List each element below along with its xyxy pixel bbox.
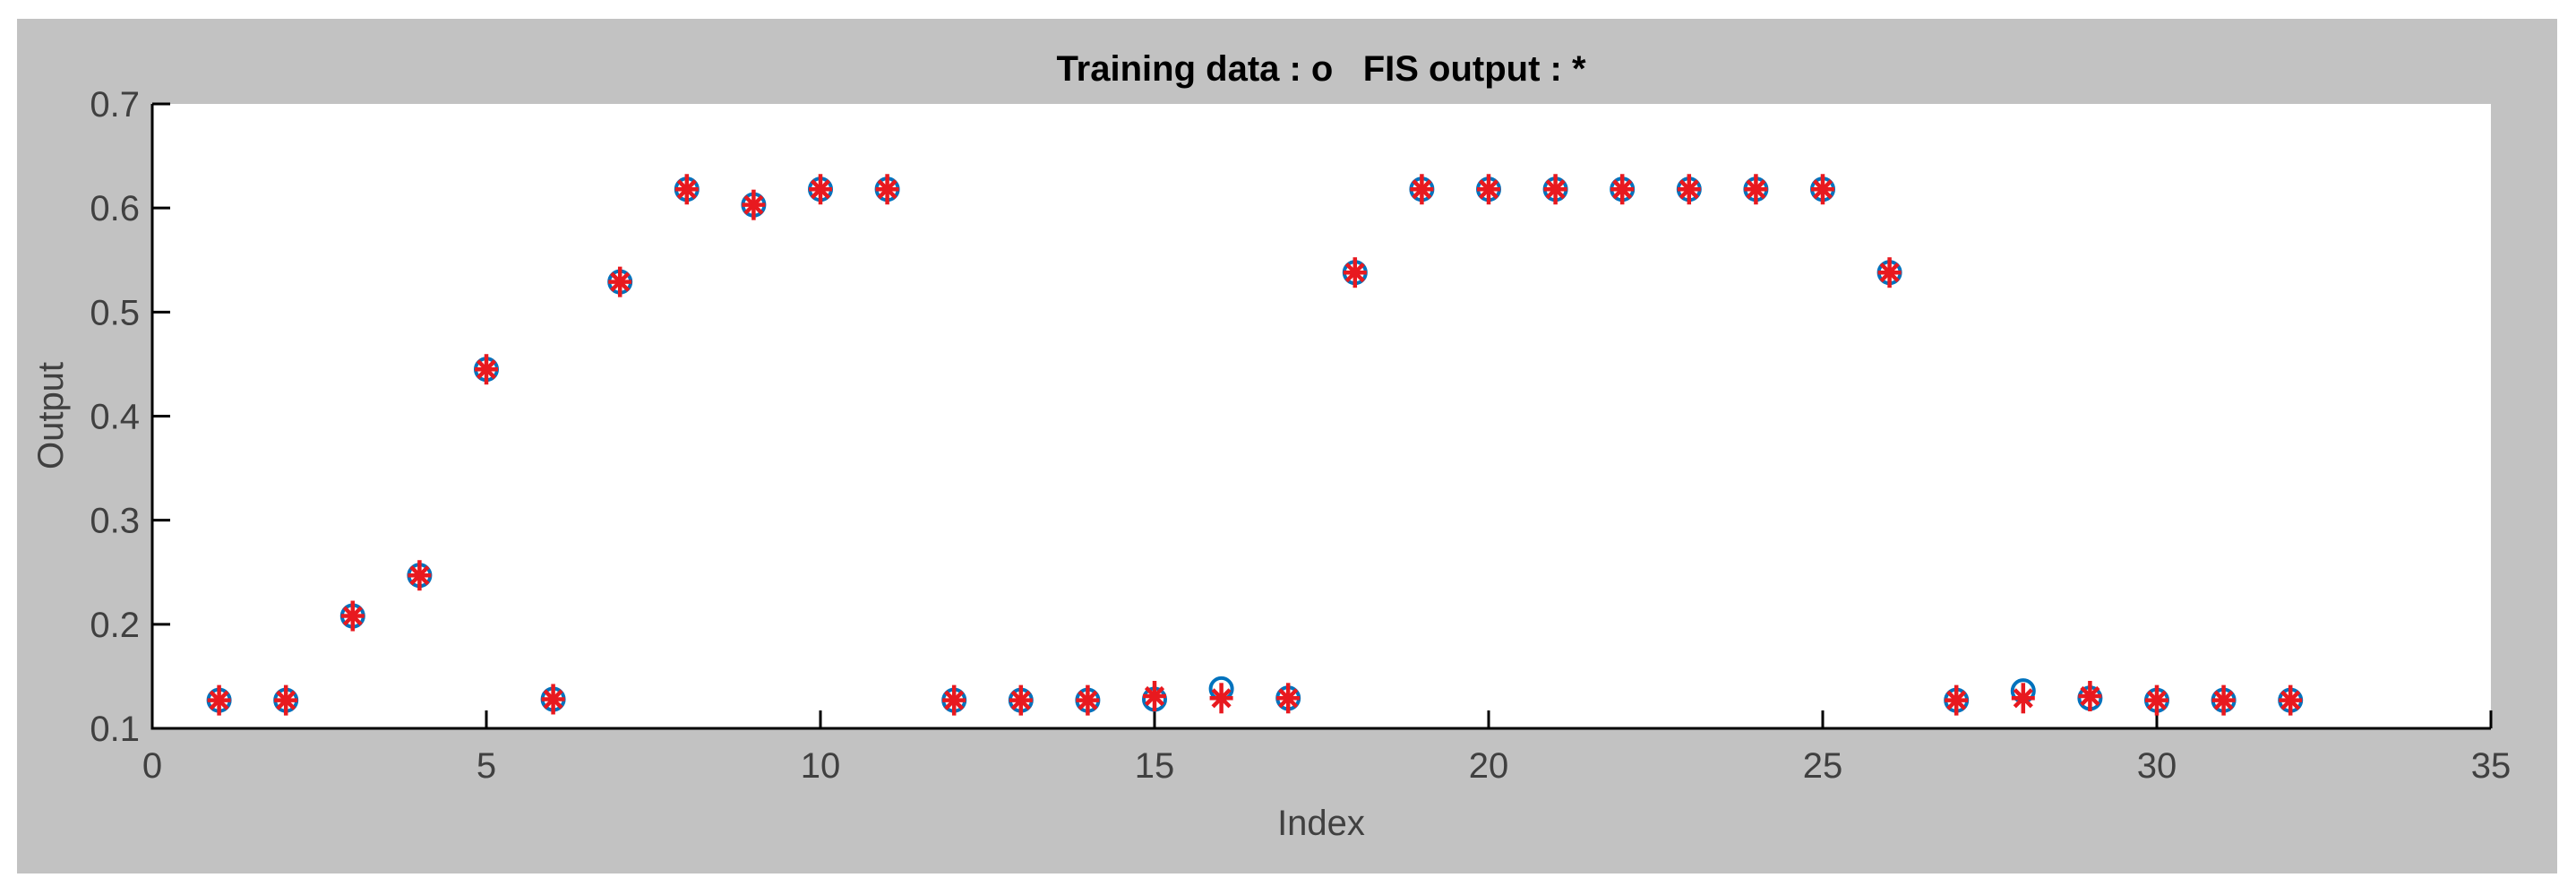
y-tick-label: 0.7: [90, 85, 140, 125]
asterisk-spoke: [1478, 179, 1499, 200]
fis-output-point: [2211, 684, 2236, 716]
asterisk-spoke: [409, 565, 430, 586]
fis-output-point: [1610, 174, 1635, 205]
fis-output-point: [1945, 684, 1969, 716]
fis-output-point: [2011, 683, 2035, 714]
x-tick-label: 10: [801, 746, 841, 786]
asterisk-spoke: [476, 359, 497, 380]
y-tick-label: 0.5: [90, 293, 140, 332]
fis-output-point: [2279, 684, 2303, 716]
asterisk-spoke: [1010, 690, 1031, 710]
asterisk-spoke: [543, 689, 563, 710]
asterisk-spoke: [342, 606, 363, 626]
asterisk-spoke: [1144, 685, 1165, 707]
fis-output-point: [2078, 680, 2102, 711]
plot-area: [152, 104, 2491, 728]
asterisk-spoke: [1211, 688, 1232, 709]
asterisk-spoke: [676, 179, 697, 200]
asterisk-spoke: [276, 690, 296, 710]
x-tick-label: 15: [1135, 746, 1175, 786]
y-tick-label: 0.4: [90, 398, 140, 437]
fis-output-point: [1076, 684, 1100, 716]
asterisk-spoke: [877, 179, 897, 200]
y-axis: 0.1 0.2 0.3 0.4 0.5 0.6 0.7: [90, 85, 170, 749]
y-tick-label: 0.6: [90, 189, 140, 228]
fis-output-point: [742, 189, 766, 220]
asterisk-spoke: [1412, 179, 1432, 200]
asterisk-spoke: [1746, 179, 1766, 200]
fis-output-point: [2145, 684, 2168, 716]
asterisk-spoke: [1946, 690, 1967, 710]
fis-output-point: [1276, 683, 1301, 714]
fis-output-point: [875, 174, 899, 205]
fis-output-point: [274, 684, 298, 716]
y-tick-label: 0.3: [90, 502, 140, 541]
asterisk-spoke: [1612, 179, 1633, 200]
y-tick-label: 0.1: [90, 710, 140, 749]
x-axis: 0 5 10 15 20 25 30 35: [142, 710, 2511, 786]
asterisk-spoke: [2013, 688, 2033, 709]
asterisk-spoke: [1278, 688, 1299, 709]
asterisk-spoke: [2280, 690, 2301, 710]
fis-output-point: [942, 684, 966, 716]
x-tick-label: 30: [2137, 746, 2177, 786]
fis-output-point: [674, 174, 699, 205]
fis-output-point: [1477, 174, 1500, 205]
fis-output-point: [1877, 257, 1902, 288]
fis-output-point: [340, 600, 365, 632]
fis-output-point: [207, 684, 231, 716]
x-tick-label: 35: [2471, 746, 2512, 786]
asterisk-spoke: [2146, 690, 2168, 710]
asterisk-spoke: [743, 194, 764, 215]
x-tick-label: 0: [142, 746, 162, 786]
asterisk-spoke: [1879, 262, 1900, 283]
asterisk-spoke: [1078, 690, 1098, 710]
asterisk-spoke: [1344, 262, 1365, 283]
fis-output-point: [1543, 174, 1567, 205]
asterisk-spoke: [209, 690, 229, 710]
fis-output-point: [1209, 683, 1233, 714]
y-tick-label: 0.2: [90, 606, 140, 645]
fis-output-point: [408, 560, 432, 591]
x-tick-label: 5: [477, 746, 496, 786]
asterisk-spoke: [1812, 179, 1833, 200]
fis-output-point: [1744, 174, 1768, 205]
fis-output-point: [1143, 680, 1166, 711]
y-axis-label: Output: [31, 362, 71, 469]
asterisk-spoke: [810, 179, 831, 200]
fis-output-point: [1677, 174, 1701, 205]
fis-output-point: [809, 174, 832, 205]
chart-title: Training data : o FIS output : *: [1056, 49, 1586, 89]
fis-output-point: [1811, 174, 1834, 205]
fis-output-point: [1410, 174, 1434, 205]
x-tick-label: 20: [1469, 746, 1509, 786]
fis-output-point: [1009, 684, 1033, 716]
fis-output-point: [541, 684, 565, 715]
series-fis-output-asterisks: [207, 174, 2303, 716]
asterisk-spoke: [2080, 685, 2100, 707]
asterisk-spoke: [1679, 179, 1699, 200]
fis-output-point: [475, 354, 498, 385]
asterisk-spoke: [1545, 179, 1566, 200]
asterisk-spoke: [610, 271, 631, 292]
asterisk-spoke: [2213, 690, 2234, 710]
fis-output-point: [608, 266, 632, 297]
x-tick-label: 25: [1803, 746, 1843, 786]
x-axis-label: Index: [1277, 804, 1365, 843]
fis-output-point: [1343, 257, 1367, 288]
asterisk-spoke: [944, 690, 965, 710]
